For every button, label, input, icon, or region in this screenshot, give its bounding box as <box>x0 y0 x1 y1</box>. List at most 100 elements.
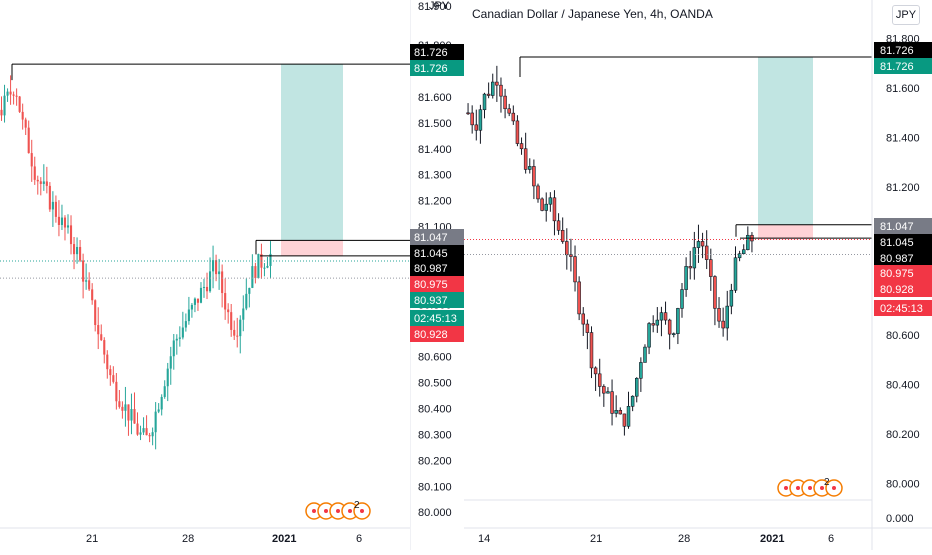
time-axis-tick[interactable]: 2021 <box>760 533 784 545</box>
candle-body <box>230 312 233 330</box>
candle-body <box>148 435 151 437</box>
price-tag-last[interactable]: 80.937 <box>410 292 464 308</box>
time-axis-tick[interactable]: 28 <box>678 533 690 545</box>
stop-zone[interactable] <box>281 240 343 256</box>
currency-button[interactable]: JPY <box>892 5 920 25</box>
candle-body <box>573 256 577 283</box>
candle-body <box>175 338 178 341</box>
candle-body <box>495 81 499 86</box>
price-tag-text: 81.047 <box>880 221 914 233</box>
events-badge: 2 <box>354 500 360 511</box>
candle-body <box>610 391 614 414</box>
candle-body <box>24 119 27 128</box>
left-chart-canvas[interactable]: 21 28 2021 6 2 <box>0 0 410 550</box>
price-tag-high-value[interactable]: 81.726 <box>874 58 932 74</box>
chart-title: Canadian Dollar / Japanese Yen, 4h, OAND… <box>472 7 713 21</box>
price-tag-ask[interactable]: 80.975 <box>874 265 932 281</box>
price-tag-bg <box>874 250 932 266</box>
candle-body <box>51 201 54 210</box>
target-zone[interactable] <box>281 64 343 241</box>
left-price-axis[interactable]: 81.80081.60081.50081.40081.30081.20081.1… <box>409 0 464 550</box>
candle-body <box>263 267 266 269</box>
candle-body <box>163 386 166 397</box>
price-axis-tick: 81.600 <box>886 83 920 95</box>
time-axis-tick[interactable]: 21 <box>590 533 602 545</box>
time-axis-tick[interactable]: 6 <box>356 533 362 545</box>
price-tag-bid[interactable]: 80.928 <box>410 326 464 342</box>
candle-body <box>130 409 133 421</box>
candle-body <box>239 319 242 337</box>
candle-body <box>507 108 511 114</box>
events-icon[interactable]: 2 <box>305 500 371 520</box>
candle-body <box>544 203 548 211</box>
candle-body <box>602 386 606 394</box>
candle-body <box>60 217 64 225</box>
price-tag-text: 80.937 <box>414 295 448 307</box>
time-axis-tick[interactable]: 28 <box>182 533 194 545</box>
price-tag-entry[interactable]: 81.047 <box>410 229 464 245</box>
price-axis-tick: 81.400 <box>886 133 920 145</box>
candle-body <box>76 246 79 255</box>
right-chart-canvas[interactable]: 81.80081.60081.40081.20081.00080.80080.6… <box>464 0 932 550</box>
candle-body <box>145 428 148 436</box>
candle-body <box>565 241 569 256</box>
price-tag-high-line[interactable]: 81.726 <box>410 44 464 60</box>
candle-body <box>151 432 154 437</box>
candle-body <box>27 127 30 154</box>
candle-body <box>614 410 618 414</box>
price-tag-line[interactable]: 80.987 <box>874 250 932 266</box>
candle-body <box>746 234 750 251</box>
price-tag-bg <box>410 229 464 245</box>
candle-body <box>569 254 573 257</box>
stop-zone[interactable] <box>758 224 813 240</box>
candle-body <box>639 362 643 379</box>
time-axis-tick[interactable]: 2021 <box>272 533 296 545</box>
candle-body <box>97 325 100 335</box>
price-tag-bg <box>410 326 464 342</box>
time-axis-tick[interactable]: 6 <box>828 533 834 545</box>
candle-body <box>700 241 705 247</box>
event-dot <box>336 509 340 513</box>
candle-body <box>12 94 15 96</box>
target-zone[interactable] <box>758 56 813 225</box>
price-tag-high-line[interactable]: 81.726 <box>874 42 932 58</box>
time-axis-tick[interactable]: 14 <box>478 533 490 545</box>
price-axis-tick: 81.500 <box>418 118 452 130</box>
price-axis-tick: 81.600 <box>418 92 452 104</box>
event-dot <box>796 486 800 490</box>
candle-body <box>548 197 553 205</box>
events-icon[interactable]: 2 <box>777 477 843 497</box>
price-tag-line[interactable]: 80.987 <box>410 260 464 276</box>
candle-body <box>540 198 544 211</box>
price-tag-countdown[interactable]: 02:45:13 <box>874 300 932 316</box>
price-tag-ask[interactable]: 80.975 <box>410 276 464 292</box>
price-tag-entry[interactable]: 81.047 <box>874 218 932 234</box>
price-tag-bg <box>410 260 464 276</box>
candle-body <box>242 308 245 320</box>
price-tag-countdown[interactable]: 02:45:13 <box>410 310 464 326</box>
left-chart-pane[interactable]: 21 28 2021 6 2 <box>0 0 410 550</box>
price-axis-tick: 81.200 <box>418 196 452 208</box>
price-axis-tick: 80.100 <box>418 481 452 493</box>
candle-body <box>3 95 6 116</box>
candle-body <box>157 409 160 412</box>
candle-body <box>499 84 503 97</box>
right-chart-pane[interactable]: 81.80081.60081.40081.20081.00080.80080.6… <box>464 0 932 550</box>
candle-body <box>196 298 200 303</box>
candle-body <box>121 406 124 411</box>
candle-body <box>218 271 221 275</box>
candle-body <box>606 391 610 394</box>
candle-body <box>470 112 474 126</box>
price-tag-bid[interactable]: 80.928 <box>874 281 932 297</box>
candle-body <box>63 217 67 228</box>
candle-body <box>717 308 721 322</box>
event-dot <box>360 509 364 513</box>
price-tag-line[interactable]: 81.045 <box>410 245 464 261</box>
time-axis-tick[interactable]: 21 <box>86 533 98 545</box>
price-tag-line[interactable]: 81.045 <box>874 234 932 250</box>
price-tag-bg <box>874 234 932 250</box>
candle-body <box>680 289 684 309</box>
left-currency-label[interactable]: JPY <box>429 0 450 12</box>
price-axis-tick: 80.400 <box>418 403 452 415</box>
price-tag-high-value[interactable]: 81.726 <box>410 60 464 76</box>
